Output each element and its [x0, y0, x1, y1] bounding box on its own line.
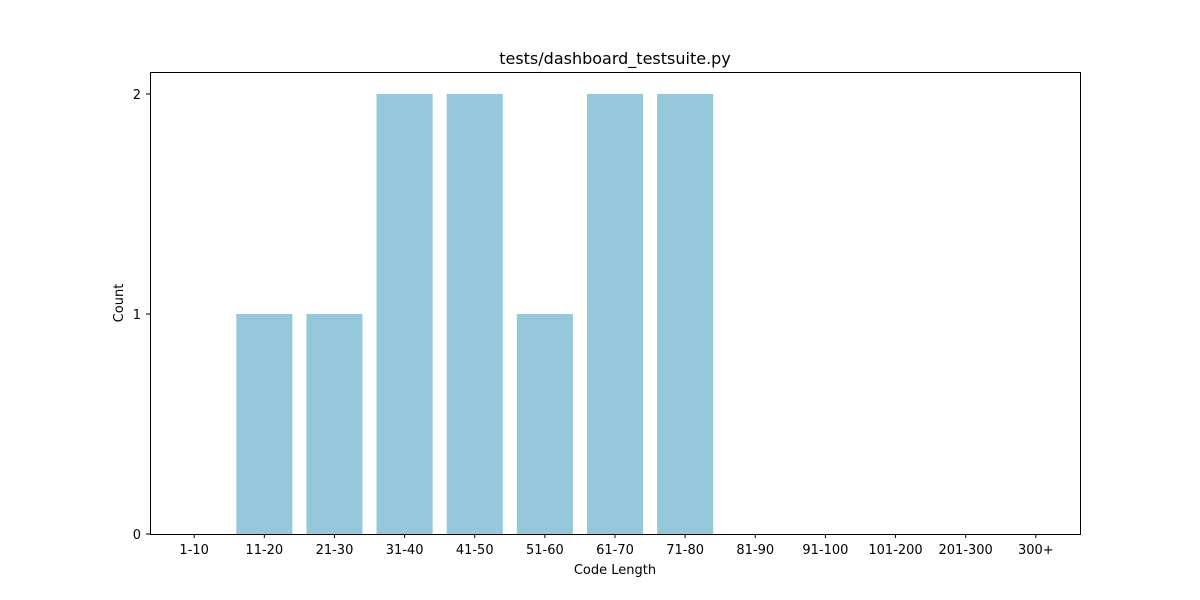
x-tick-label: 41-50: [456, 543, 494, 558]
chart-title: tests/dashboard_testsuite.py: [499, 49, 731, 69]
x-tick-label: 201-300: [939, 543, 993, 558]
bar-21-30: [306, 314, 363, 534]
x-tick-label: 51-60: [526, 543, 564, 558]
x-axis-label: Code Length: [574, 563, 656, 578]
bar-11-20: [236, 314, 293, 534]
bar-31-40: [376, 94, 433, 534]
x-tick-label: 31-40: [386, 543, 424, 558]
y-axis: 0 1 2: [133, 88, 150, 543]
bars-layer: [236, 94, 714, 534]
bar-41-50: [446, 94, 503, 534]
x-tick-label: 11-20: [245, 543, 283, 558]
x-tick-label: 1-10: [179, 543, 209, 558]
x-tick-label: 101-200: [868, 543, 922, 558]
y-axis-label: Count: [112, 284, 127, 323]
x-tick-label: 300+: [1018, 543, 1054, 558]
bar-71-80: [657, 94, 714, 534]
y-tick-label: 0: [133, 528, 141, 543]
x-axis: 1-10 11-20 21-30 31-40 41-50 51-60 61-70 71-80 8…: [179, 534, 1054, 558]
x-tick-label: 61-70: [596, 543, 634, 558]
bar-51-60: [516, 314, 573, 534]
y-tick-label: 2: [133, 88, 141, 103]
y-tick-label: 1: [133, 308, 141, 323]
x-tick-label: 71-80: [666, 543, 704, 558]
x-tick-label: 21-30: [316, 543, 354, 558]
x-tick-label: 91-100: [802, 543, 848, 558]
bar-61-70: [586, 94, 644, 534]
x-tick-label: 81-90: [736, 543, 774, 558]
